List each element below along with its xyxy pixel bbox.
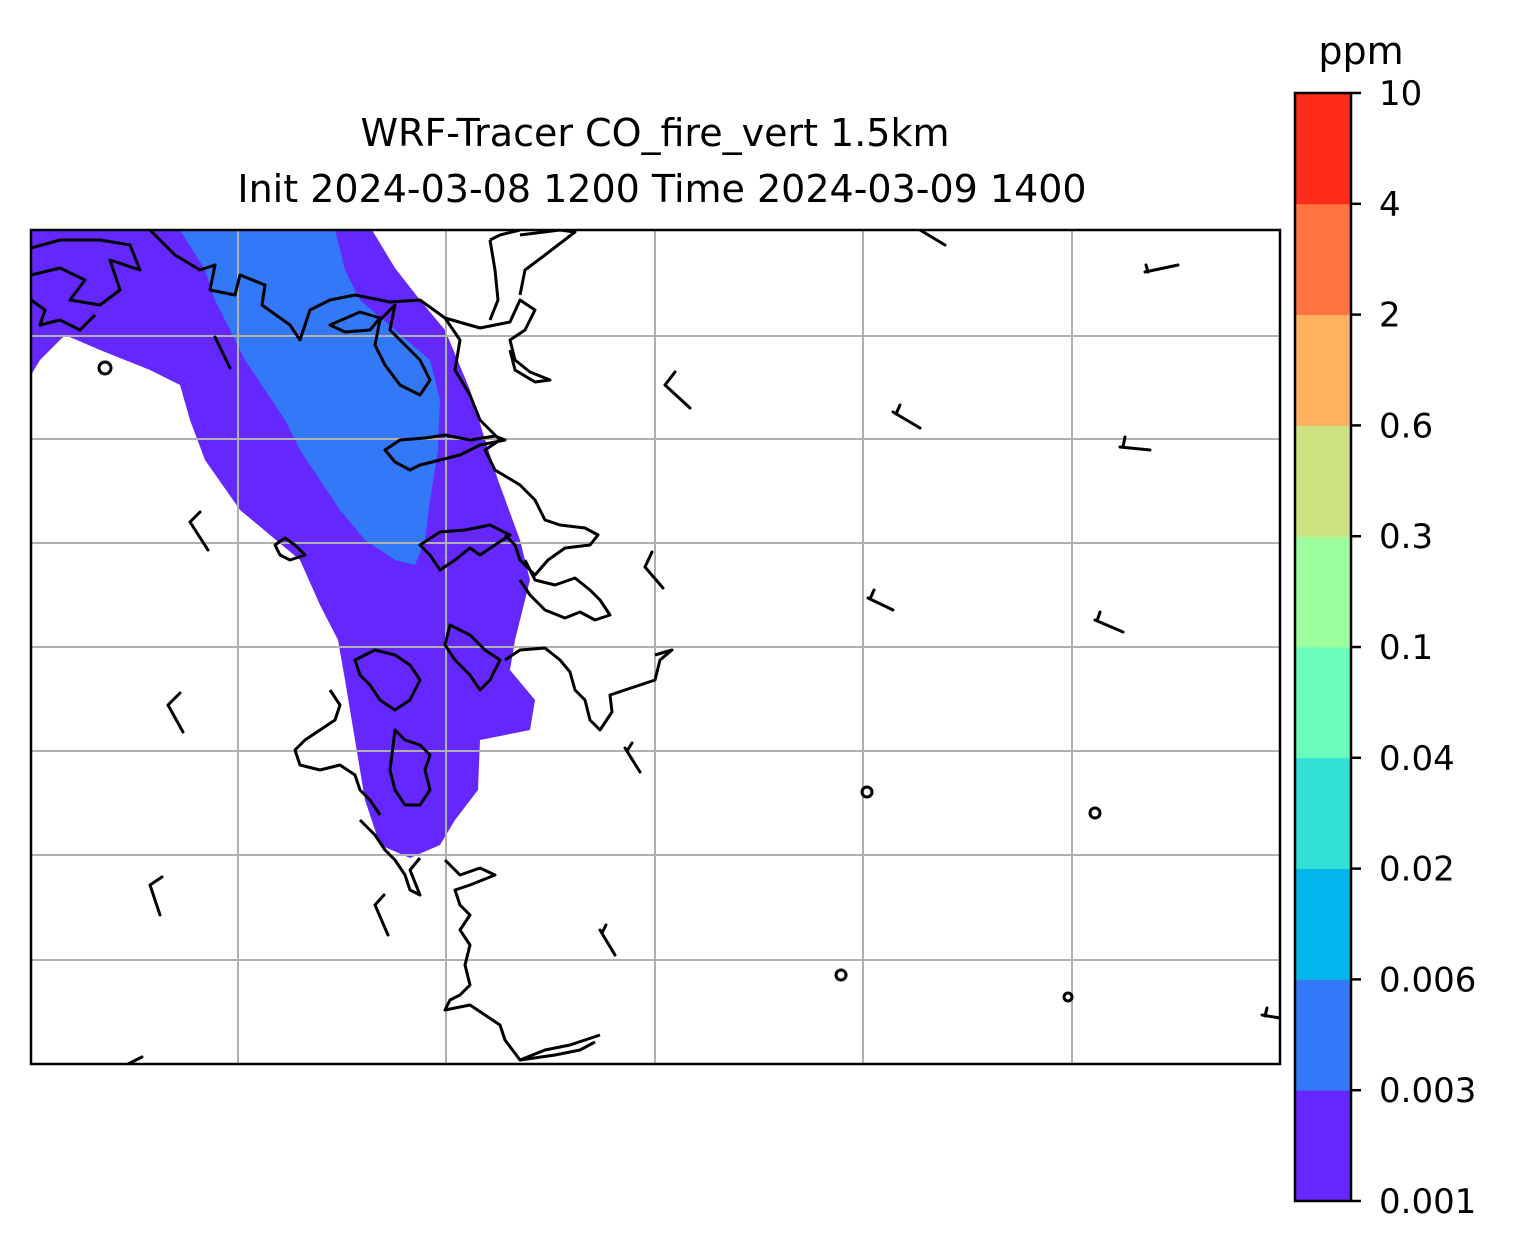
colorbar-band-2 bbox=[1295, 868, 1351, 980]
colorbar-band-7 bbox=[1295, 314, 1351, 426]
colorbar-tick-label: 0.1 bbox=[1379, 628, 1433, 668]
colorbar-band-5 bbox=[1295, 536, 1351, 648]
colorbar-tick-label: 0.6 bbox=[1379, 406, 1433, 446]
colorbar-band-9 bbox=[1295, 93, 1351, 205]
colorbar-band-3 bbox=[1295, 757, 1351, 870]
map-panel bbox=[29, 228, 1282, 1066]
colorbar-tick-label: 0.001 bbox=[1379, 1182, 1476, 1222]
colorbar-tick-label: 0.02 bbox=[1379, 850, 1455, 890]
colorbar-unit-label: ppm bbox=[1318, 29, 1403, 73]
title-line-2: Init 2024-03-08 1200 Time 2024-03-09 140… bbox=[237, 167, 1086, 211]
colorbar: ppm 0.001 0.003 0.006 0.02 0.04 0.1 0.3 0.6 2 4 10 bbox=[1293, 29, 1476, 1222]
coastlines bbox=[31, 230, 1102, 1062]
grid-lines bbox=[31, 230, 1280, 1064]
colorbar-tick-label: 0.003 bbox=[1379, 1071, 1476, 1111]
colorbar-frame bbox=[1293, 91, 1353, 1203]
title-line-1: WRF-Tracer CO_fire_vert 1.5km bbox=[360, 111, 949, 155]
colorbar-band-4 bbox=[1295, 647, 1351, 759]
colorbar-tick-label: 4 bbox=[1379, 185, 1401, 225]
colorbar-tick-label: 10 bbox=[1379, 74, 1422, 114]
colorbar-bands bbox=[1295, 93, 1351, 1202]
tracer-plume-mid bbox=[180, 230, 440, 565]
colorbar-band-1 bbox=[1295, 979, 1351, 1091]
colorbar-tick-label: 0.04 bbox=[1379, 739, 1455, 779]
colorbar-band-0 bbox=[1295, 1090, 1351, 1202]
colorbar-tick-label: 0.3 bbox=[1379, 517, 1433, 557]
colorbar-band-6 bbox=[1295, 425, 1351, 537]
map-frame bbox=[29, 228, 1282, 1066]
colorbar-band-8 bbox=[1295, 203, 1351, 316]
colorbar-tick-label: 2 bbox=[1379, 296, 1401, 336]
colorbar-tick-label: 0.006 bbox=[1379, 960, 1476, 1000]
wind-barbs bbox=[126, 230, 1280, 1064]
colorbar-ticks: 0.001 0.003 0.006 0.02 0.04 0.1 0.3 0.6 2 4 10 bbox=[1351, 74, 1476, 1222]
